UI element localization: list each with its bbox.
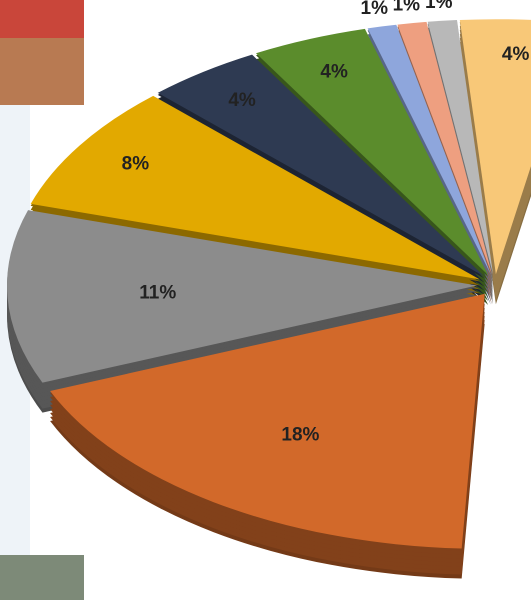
data-label: 4% [502,44,530,65]
data-label: 4% [228,90,256,111]
slice-side [367,30,491,281]
data-label: 1% [393,0,421,16]
background-photo [0,555,84,600]
data-label: 1% [425,0,453,13]
slice [255,28,489,276]
data-label: 1% [361,0,389,19]
slice [367,24,491,275]
slice [157,54,485,277]
data-label: 4% [320,61,348,82]
background-photo-detail [0,0,84,38]
slice [30,95,480,280]
data-label: 8% [122,153,150,174]
slice [459,19,531,275]
slice [427,20,494,275]
slice [7,210,478,383]
data-label: 11% [139,282,176,303]
slice [50,293,485,549]
data-label: 18% [281,425,319,446]
slice [397,21,492,275]
slice-side [427,22,494,277]
